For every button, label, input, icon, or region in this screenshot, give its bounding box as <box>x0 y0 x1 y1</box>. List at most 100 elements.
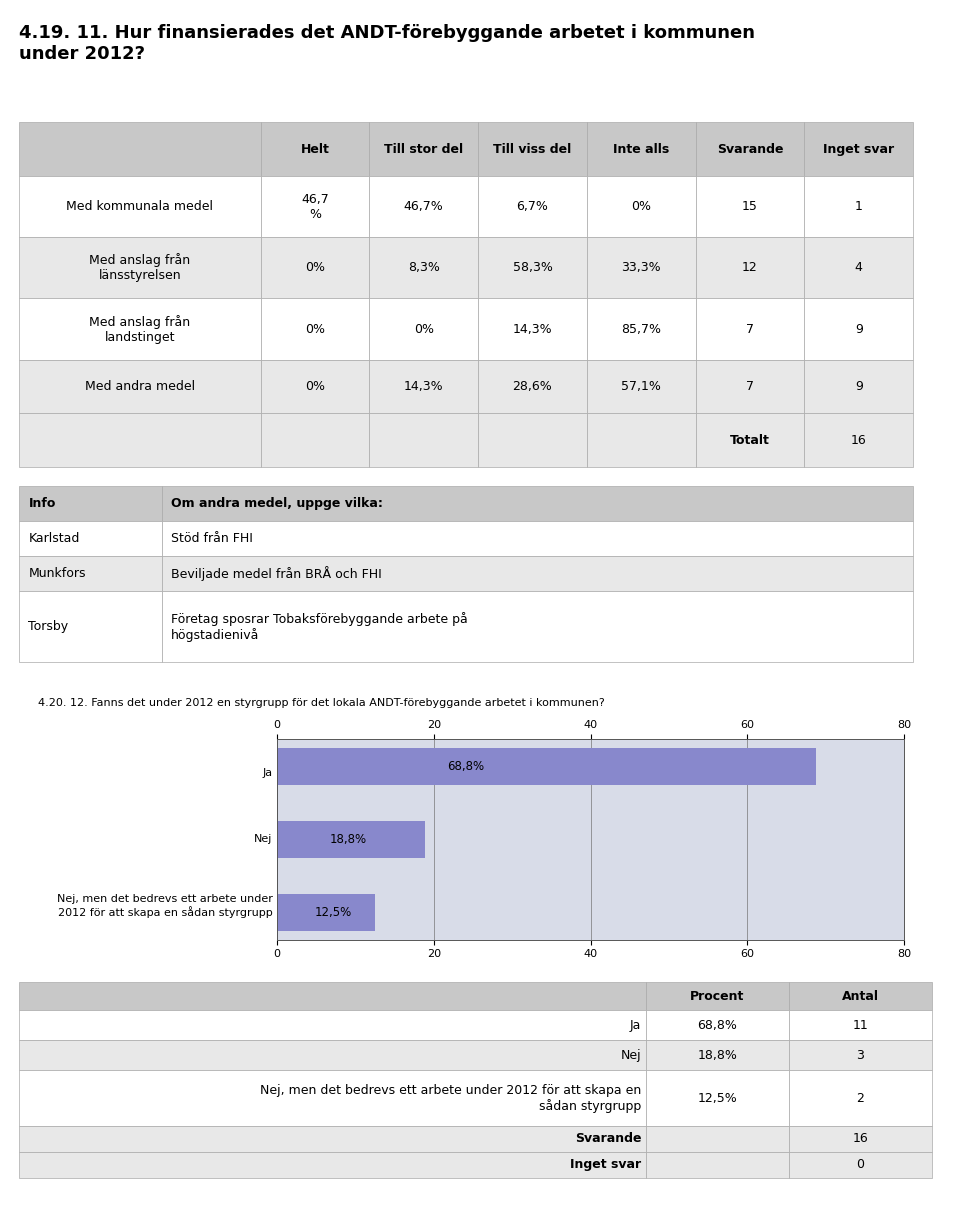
Bar <box>370 175 478 237</box>
Text: Med andra medel: Med andra medel <box>84 380 195 393</box>
Bar <box>587 359 696 414</box>
Bar <box>789 1010 931 1041</box>
Bar <box>19 983 646 1010</box>
Bar <box>260 237 370 299</box>
Text: 58,3%: 58,3% <box>513 261 552 275</box>
Bar <box>19 486 162 522</box>
Text: Stöd från FHI: Stöd från FHI <box>171 532 253 546</box>
Text: 28,6%: 28,6% <box>513 380 552 393</box>
Text: 0%: 0% <box>305 261 324 275</box>
Text: Nej: Nej <box>621 1049 641 1061</box>
Text: Procent: Procent <box>690 990 745 1003</box>
Text: Karlstad: Karlstad <box>29 532 80 546</box>
Bar <box>260 122 370 175</box>
Bar <box>19 592 162 662</box>
Bar <box>696 299 804 359</box>
Bar <box>804 175 913 237</box>
Bar <box>696 122 804 175</box>
Text: 7: 7 <box>746 380 754 393</box>
Bar <box>370 237 478 299</box>
Text: Totalt: Totalt <box>730 433 770 446</box>
Bar <box>804 359 913 414</box>
Bar <box>370 299 478 359</box>
Bar <box>162 522 913 557</box>
Text: 0%: 0% <box>305 380 324 393</box>
Bar <box>478 122 587 175</box>
Text: Ja: Ja <box>630 1019 641 1032</box>
Text: 9: 9 <box>854 323 863 335</box>
Bar <box>19 557 162 592</box>
Bar <box>260 299 370 359</box>
Bar <box>587 414 696 467</box>
Text: Med anslag från
landstinget: Med anslag från landstinget <box>89 315 190 344</box>
Bar <box>587 299 696 359</box>
Text: 6,7%: 6,7% <box>516 200 548 213</box>
Bar <box>478 237 587 299</box>
Text: 0%: 0% <box>632 200 651 213</box>
Text: Med kommunala medel: Med kommunala medel <box>66 200 213 213</box>
Bar <box>162 592 913 662</box>
Bar <box>646 1127 789 1152</box>
Text: 33,3%: 33,3% <box>621 261 661 275</box>
Text: 3: 3 <box>856 1049 864 1061</box>
Bar <box>19 122 260 175</box>
Bar <box>478 414 587 467</box>
Text: 18,8%: 18,8% <box>697 1049 737 1061</box>
Bar <box>19 237 260 299</box>
Text: 4.20. 12. Fanns det under 2012 en styrgrupp för det lokala ANDT-förebyggande arb: 4.20. 12. Fanns det under 2012 en styrgr… <box>37 698 605 708</box>
Bar <box>646 1010 789 1041</box>
Bar <box>162 486 913 522</box>
Text: 0%: 0% <box>414 323 434 335</box>
Bar <box>260 359 370 414</box>
Text: 9: 9 <box>854 380 863 393</box>
Bar <box>19 299 260 359</box>
Text: 4: 4 <box>854 261 863 275</box>
Bar <box>646 983 789 1010</box>
Text: 11: 11 <box>852 1019 868 1032</box>
Text: Munkfors: Munkfors <box>29 567 85 581</box>
Text: 16: 16 <box>852 1133 868 1146</box>
Text: Antal: Antal <box>842 990 878 1003</box>
Bar <box>19 175 260 237</box>
Bar <box>804 299 913 359</box>
Bar <box>19 414 260 467</box>
Bar <box>646 1070 789 1127</box>
Bar <box>789 983 931 1010</box>
Text: Företag sposrar Tobaksförebyggande arbete på
högstadienivå: Företag sposrar Tobaksförebyggande arbet… <box>171 611 468 641</box>
Bar <box>19 1152 646 1177</box>
Bar <box>696 175 804 237</box>
Text: 46,7%: 46,7% <box>404 200 444 213</box>
Bar <box>789 1041 931 1070</box>
Text: 14,3%: 14,3% <box>404 380 444 393</box>
Text: 16: 16 <box>851 433 867 446</box>
Bar <box>162 557 913 592</box>
Bar <box>19 1041 646 1070</box>
Bar <box>646 1041 789 1070</box>
Text: Nej, men det bedrevs ett arbete under
2012 för att skapa en sådan styrgrupp: Nej, men det bedrevs ett arbete under 20… <box>57 894 273 918</box>
Text: 46,7
%: 46,7 % <box>301 192 329 220</box>
Text: 8,3%: 8,3% <box>408 261 440 275</box>
Text: Nej, men det bedrevs ett arbete under 2012 för att skapa en
sådan styrgrupp: Nej, men det bedrevs ett arbete under 20… <box>260 1083 641 1113</box>
Bar <box>696 237 804 299</box>
Text: Om andra medel, uppge vilka:: Om andra medel, uppge vilka: <box>171 497 383 509</box>
Bar <box>370 122 478 175</box>
Bar <box>19 1010 646 1041</box>
Bar <box>587 237 696 299</box>
Bar <box>789 1070 931 1127</box>
Bar <box>19 1127 646 1152</box>
Text: Svarande: Svarande <box>717 143 783 156</box>
Text: Info: Info <box>29 497 56 509</box>
Text: Nej: Nej <box>254 835 273 845</box>
Bar <box>646 1152 789 1177</box>
Bar <box>260 414 370 467</box>
Bar <box>370 414 478 467</box>
Bar <box>587 175 696 237</box>
Text: Helt: Helt <box>300 143 329 156</box>
Bar <box>696 359 804 414</box>
Text: 2: 2 <box>856 1091 864 1105</box>
Bar <box>19 522 162 557</box>
Text: Ja: Ja <box>262 767 273 778</box>
Bar <box>789 1127 931 1152</box>
Text: 85,7%: 85,7% <box>621 323 661 335</box>
Text: 1: 1 <box>854 200 863 213</box>
